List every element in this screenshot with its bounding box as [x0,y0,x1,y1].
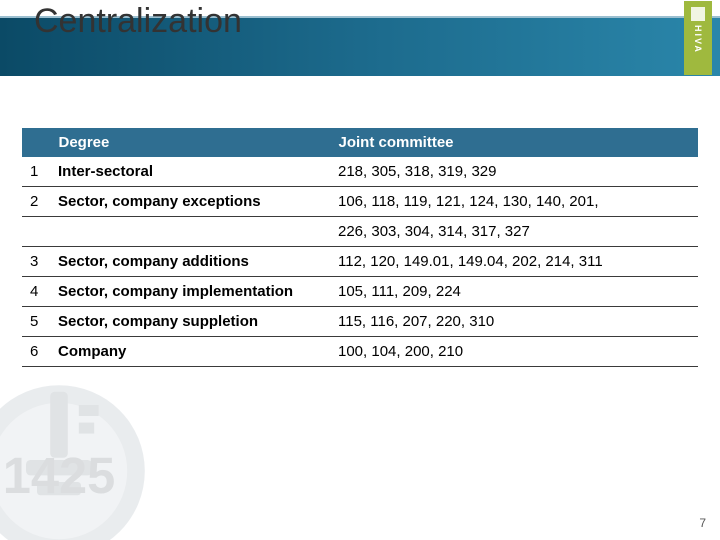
table-row: 226, 303, 304, 314, 317, 327 [22,217,698,247]
brand-logo: HIVA [684,1,712,75]
centralization-table: Degree Joint committee 1 Inter-sectoral … [22,128,698,367]
page-number: 7 [699,516,706,530]
svg-text:1425: 1425 [3,447,116,504]
cell-number [22,217,50,247]
cell-degree: Sector, company exceptions [50,187,330,217]
table-row: 2 Sector, company exceptions 106, 118, 1… [22,187,698,217]
cell-committee: 115, 116, 207, 220, 310 [330,307,698,337]
cell-number: 3 [22,247,50,277]
logo-square-icon [691,7,705,21]
cell-number: 4 [22,277,50,307]
title-band: Centralization [0,16,720,76]
table-row: 1 Inter-sectoral 218, 305, 318, 319, 329 [22,157,698,187]
slide: Centralization HIVA Degree Joint committ… [0,0,720,540]
cell-committee: 105, 111, 209, 224 [330,277,698,307]
cell-degree: Sector, company implementation [50,277,330,307]
cell-number: 2 [22,187,50,217]
header-committee: Joint committee [330,128,698,157]
header-degree: Degree [50,128,330,157]
cell-committee: 112, 120, 149.01, 149.04, 202, 214, 311 [330,247,698,277]
cell-number: 1 [22,157,50,187]
cell-committee: 100, 104, 200, 210 [330,337,698,367]
cell-committee: 106, 118, 119, 121, 124, 130, 140, 201, [330,187,698,217]
table-row: 5 Sector, company suppletion 115, 116, 2… [22,307,698,337]
cell-degree: Inter-sectoral [50,157,330,187]
cell-degree: Sector, company additions [50,247,330,277]
page-title: Centralization [34,2,242,41]
table-header-row: Degree Joint committee [22,128,698,157]
cell-degree [50,217,330,247]
watermark-key-icon: 1425 [0,350,180,540]
cell-degree: Sector, company suppletion [50,307,330,337]
cell-committee: 226, 303, 304, 314, 317, 327 [330,217,698,247]
table-row: 4 Sector, company implementation 105, 11… [22,277,698,307]
header-blank [22,128,50,157]
logo-text: HIVA [693,25,703,54]
cell-committee: 218, 305, 318, 319, 329 [330,157,698,187]
table-row: 3 Sector, company additions 112, 120, 14… [22,247,698,277]
cell-number: 5 [22,307,50,337]
